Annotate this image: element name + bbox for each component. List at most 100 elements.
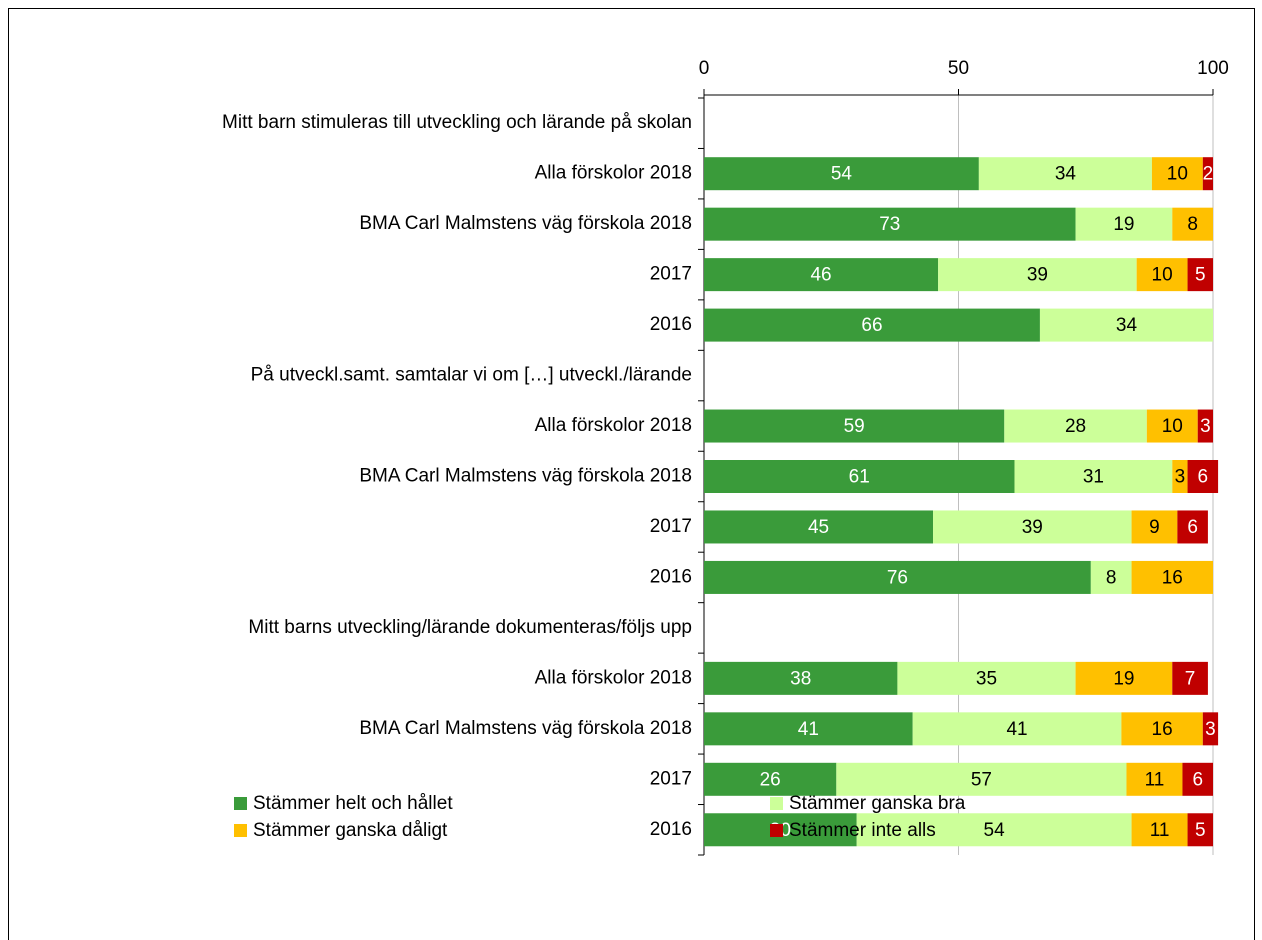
value-label: 76 bbox=[887, 567, 908, 588]
legend-swatch bbox=[770, 797, 783, 810]
legend-label: Stämmer inte alls bbox=[789, 820, 936, 841]
bar-segment bbox=[704, 207, 1076, 241]
bar-segment bbox=[897, 661, 1076, 695]
value-label: 31 bbox=[1083, 467, 1104, 488]
value-label: 3 bbox=[1175, 467, 1186, 488]
y-tick-label: Mitt barn stimuleras till utveckling och… bbox=[222, 112, 692, 133]
bar-segment bbox=[1131, 510, 1178, 544]
value-label: 26 bbox=[760, 769, 781, 790]
bar-segment bbox=[704, 157, 979, 191]
value-label: 61 bbox=[849, 467, 870, 488]
value-label: 6 bbox=[1187, 517, 1198, 538]
value-label: 34 bbox=[1116, 315, 1138, 336]
value-label: 11 bbox=[1145, 769, 1165, 790]
bar-segment bbox=[704, 409, 1005, 443]
y-tick-label: 2016 bbox=[650, 314, 692, 335]
y-tick-label: På utveckl.samt. samtalar vi om […] utve… bbox=[251, 365, 692, 386]
legend-swatch bbox=[234, 824, 247, 837]
y-tick-label: 2017 bbox=[650, 264, 692, 285]
value-label: 11 bbox=[1150, 820, 1170, 841]
y-tick-label: BMA Carl Malmstens väg förskola 2018 bbox=[359, 213, 692, 234]
legend-label: Stämmer helt och hållet bbox=[253, 793, 453, 814]
value-label: 10 bbox=[1152, 265, 1173, 286]
bar-segment bbox=[1197, 409, 1213, 443]
value-label: 28 bbox=[1065, 416, 1086, 437]
bar-segment bbox=[1187, 258, 1213, 292]
frame bbox=[8, 8, 1255, 940]
bar-segment bbox=[704, 308, 1040, 342]
value-label: 3 bbox=[1200, 416, 1211, 437]
value-label: 57 bbox=[971, 769, 992, 790]
value-label: 46 bbox=[810, 265, 831, 286]
bar-segment bbox=[912, 712, 1122, 746]
value-label: 38 bbox=[790, 668, 811, 689]
value-label: 45 bbox=[808, 517, 829, 538]
value-label: 41 bbox=[798, 719, 819, 740]
y-tick-label: Alla förskolor 2018 bbox=[535, 163, 692, 184]
bar-segment bbox=[1146, 409, 1198, 443]
value-label: 54 bbox=[984, 820, 1006, 841]
bar-segment bbox=[704, 460, 1015, 493]
bar-segment bbox=[704, 510, 934, 544]
bar-segment bbox=[704, 762, 837, 796]
value-label: 10 bbox=[1167, 164, 1188, 185]
bar-segment bbox=[704, 258, 939, 292]
value-label: 3 bbox=[1205, 719, 1216, 740]
value-label: 34 bbox=[1055, 164, 1077, 185]
bar-segment bbox=[1121, 712, 1203, 746]
y-tick-label: 2017 bbox=[650, 768, 692, 789]
y-tick-label: 2016 bbox=[650, 819, 692, 840]
x-tick-label: 100 bbox=[1197, 58, 1229, 79]
bar-segment bbox=[938, 258, 1137, 292]
bar-segment bbox=[1187, 813, 1213, 847]
y-tick-label: 2017 bbox=[650, 516, 692, 537]
bar-segment bbox=[1131, 813, 1188, 847]
value-label: 41 bbox=[1006, 719, 1027, 740]
bar-segment bbox=[1202, 157, 1213, 191]
x-tick-label: 50 bbox=[948, 58, 969, 79]
legend-swatch bbox=[770, 824, 783, 837]
value-label: 16 bbox=[1152, 719, 1173, 740]
value-label: 7 bbox=[1185, 668, 1196, 689]
bar-segment bbox=[704, 661, 898, 695]
bar-segment bbox=[1172, 661, 1208, 695]
value-label: 35 bbox=[976, 668, 997, 689]
y-tick-label: Alla förskolor 2018 bbox=[535, 667, 692, 688]
value-label: 9 bbox=[1149, 517, 1160, 538]
bar-segment bbox=[1075, 661, 1173, 695]
y-tick-label: Alla förskolor 2018 bbox=[535, 415, 692, 436]
value-label: 16 bbox=[1162, 567, 1183, 588]
legend-label: Stämmer ganska bra bbox=[789, 793, 966, 814]
x-tick-label: 0 bbox=[699, 58, 710, 79]
bar-segment bbox=[1014, 460, 1173, 493]
legend-swatch bbox=[234, 797, 247, 810]
bar-segment bbox=[933, 510, 1132, 544]
bar-segment bbox=[1202, 712, 1219, 746]
value-label: 2 bbox=[1203, 164, 1214, 185]
bar-segment bbox=[1075, 207, 1173, 241]
legend-label: Stämmer ganska dåligt bbox=[253, 820, 448, 841]
bar-segment bbox=[1172, 207, 1213, 241]
value-label: 39 bbox=[1022, 517, 1043, 538]
bar-segment bbox=[1182, 762, 1213, 796]
bar-segment bbox=[704, 560, 1091, 594]
value-label: 73 bbox=[879, 214, 900, 235]
value-label: 5 bbox=[1195, 265, 1206, 286]
bar-segment bbox=[856, 813, 1132, 847]
bar-segment bbox=[1136, 258, 1188, 292]
value-label: 6 bbox=[1198, 467, 1209, 488]
value-label: 8 bbox=[1106, 567, 1117, 588]
bar-segment bbox=[1126, 762, 1183, 796]
value-label: 19 bbox=[1113, 214, 1134, 235]
value-label: 66 bbox=[861, 315, 882, 336]
value-label: 54 bbox=[831, 164, 853, 185]
bar-segment bbox=[1177, 510, 1208, 544]
bar-segment bbox=[1004, 409, 1147, 443]
bar-segment bbox=[1187, 460, 1219, 493]
value-label: 6 bbox=[1192, 769, 1203, 790]
bar-segment bbox=[1151, 157, 1203, 191]
y-tick-label: BMA Carl Malmstens väg förskola 2018 bbox=[359, 466, 692, 487]
bar-segment bbox=[704, 712, 913, 746]
bar-segment bbox=[978, 157, 1152, 191]
